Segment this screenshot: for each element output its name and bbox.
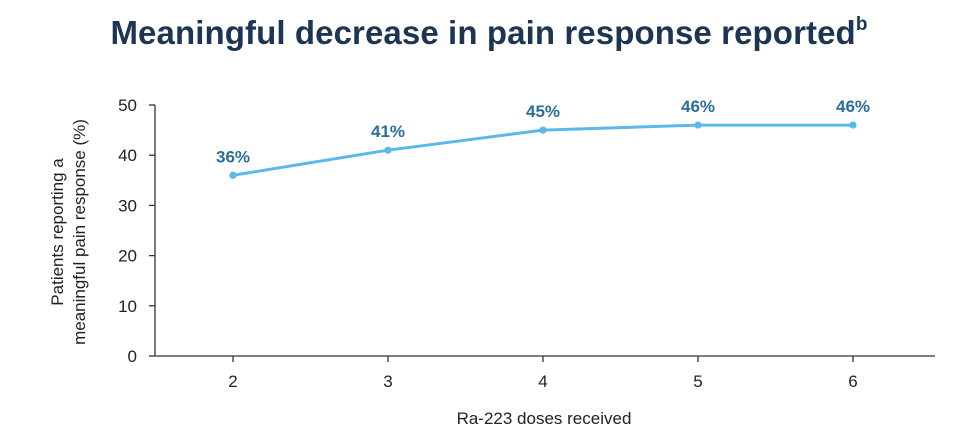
x-tick-label: 2: [228, 372, 237, 391]
data-label: 46%: [681, 97, 715, 116]
series-group: 36% 41% 45% 46% 46%: [216, 97, 870, 179]
y-tick-label: 40: [118, 146, 137, 165]
y-tick-label: 0: [128, 347, 137, 366]
data-label: 46%: [836, 97, 870, 116]
x-tick-label: 6: [848, 372, 857, 391]
x-tick-label: 3: [383, 372, 392, 391]
y-axis-title-line-1: Patients reporting a: [48, 158, 67, 306]
x-tick-label: 5: [693, 372, 702, 391]
x-tick-label: 4: [538, 372, 547, 391]
data-point: [694, 121, 702, 129]
y-axis-title-line-2: meaningful pain response (%): [70, 119, 89, 345]
data-point: [849, 121, 857, 129]
chart-title-text: Meaningful decrease in pain response rep…: [110, 14, 856, 51]
x-axis-title: Ra-223 doses received: [457, 409, 632, 428]
y-tick-label: 20: [118, 247, 137, 266]
chart-title-superscript: b: [855, 14, 868, 35]
y-tick-label: 50: [118, 96, 137, 115]
y-axis-ticks: 0 10 20 30 40 50: [118, 96, 155, 366]
data-label: 45%: [526, 102, 560, 121]
data-point: [384, 146, 392, 154]
y-axis-title: Patients reporting a meaningful pain res…: [48, 119, 89, 345]
data-point: [229, 171, 237, 179]
chart-title: Meaningful decrease in pain response rep…: [0, 14, 978, 52]
data-label: 41%: [371, 122, 405, 141]
y-tick-label: 30: [118, 196, 137, 215]
data-point: [539, 126, 547, 134]
x-axis-ticks: 2 3 4 5 6: [228, 356, 858, 391]
y-tick-label: 10: [118, 297, 137, 316]
data-label: 36%: [216, 147, 250, 166]
